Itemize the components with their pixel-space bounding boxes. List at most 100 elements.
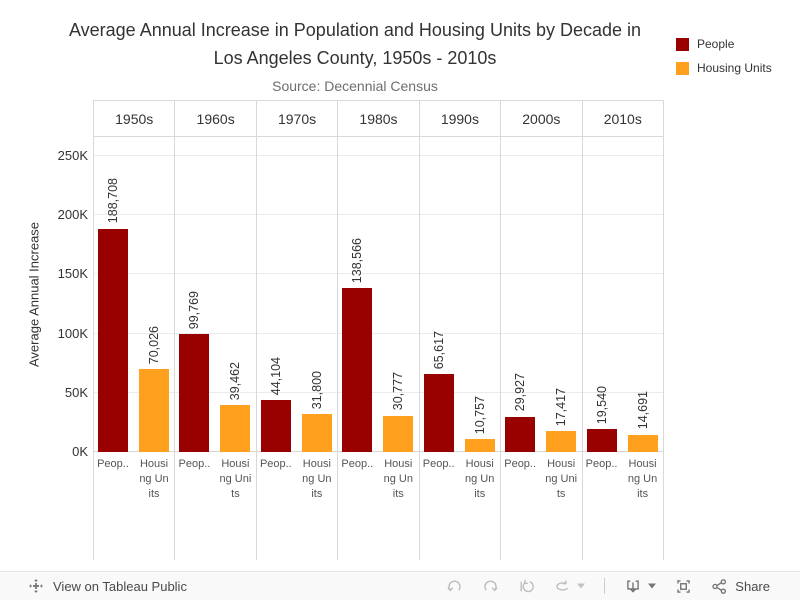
decade-x-labels: Peop.. Housi ng Un its	[583, 452, 663, 560]
decade-plot-area: 188,708 70,026	[94, 137, 174, 452]
x-label-housing-units: Housi ng Un its	[302, 458, 332, 500]
y-tick-label: 200K	[57, 207, 88, 223]
bar-value-label: 138,566	[350, 237, 365, 283]
people-bar-1950s[interactable]	[98, 228, 128, 452]
housing-bar-1970s[interactable]	[301, 414, 332, 452]
bar-value-label: 10,757	[472, 396, 487, 435]
housing-bar-2000s[interactable]	[546, 431, 577, 452]
decade-x-labels: Peop.. Housi ng Uni ts	[501, 452, 581, 560]
undo-button[interactable]	[446, 578, 463, 595]
housing-color-swatch	[676, 61, 689, 75]
toolbar-actions: Share	[446, 578, 770, 595]
decade-plot-area: 44,104 31,800	[257, 137, 337, 452]
y-tick-label: 50K	[64, 384, 88, 400]
y-tick-label: 100K	[57, 325, 88, 341]
gridline-0K	[93, 451, 663, 452]
redo-icon	[484, 580, 498, 591]
housing-bar-1950s[interactable]	[139, 369, 169, 452]
chart-title-line1: Average Annual Increase in Population an…	[68, 20, 642, 40]
decade-x-labels: Peop.. Housi ng Uni ts	[175, 452, 255, 560]
people-bar-1960s[interactable]	[179, 333, 210, 452]
download-options-button[interactable]	[648, 583, 657, 589]
decade-x-labels: Peop.. Housi ng Un its	[94, 452, 174, 560]
download-button[interactable]	[624, 578, 642, 595]
decade-plot-area: 29,927 17,417	[501, 137, 581, 452]
decade-plot-area: 138,566 30,777	[338, 137, 418, 452]
decade-x-labels: Peop.. Housi ng Un its	[257, 452, 337, 560]
undo-icon	[447, 580, 462, 591]
decade-plot-area: 99,769 39,462	[175, 137, 255, 452]
refresh-options-button[interactable]	[577, 583, 586, 589]
legend-item-people[interactable]: People	[676, 37, 772, 51]
y-tick-label: 150K	[57, 266, 88, 282]
people-bar-1980s[interactable]	[342, 287, 373, 452]
x-label-people: Peop..	[585, 458, 618, 470]
decade-column-1950s: 1950s 188,708 70,026 Peop.. Housi ng Un its	[94, 100, 176, 560]
fullscreen-button[interactable]	[675, 578, 692, 595]
legend-label-housing: Housing Units	[697, 61, 772, 75]
bar-value-label: 14,691	[635, 391, 650, 430]
chart-subtitle: Source: Decennial Census	[272, 78, 438, 94]
share-label: Share	[735, 578, 770, 594]
decade-header: 1970s	[256, 100, 338, 137]
decade-column-1970s: 1970s 44,104 31,800 Peop.. Housi ng Un its	[256, 100, 339, 560]
x-label-people: Peop..	[97, 458, 129, 470]
housing-bar-1960s[interactable]	[220, 405, 251, 452]
caret-down-icon	[577, 583, 586, 589]
y-axis-ticks: 0K 50K 100K 150K 200K 250K	[18, 137, 88, 459]
bar-value-label: 29,927	[513, 373, 528, 412]
bar-value-label: 39,462	[228, 362, 243, 401]
housing-bar-1980s[interactable]	[383, 415, 414, 452]
housing-bar-1990s[interactable]	[464, 439, 495, 452]
x-label-housing-units: Housi ng Uni ts	[219, 458, 252, 500]
x-label-people: Peop..	[178, 458, 211, 470]
decade-column-2000s: 2000s 29,927 17,417 Peop.. Housi ng Uni ts	[501, 100, 583, 560]
decade-column-1960s: 1960s 99,769 39,462 Peop.. Housi ng Uni ts	[175, 100, 257, 560]
legend: People Housing Units	[676, 37, 772, 85]
bar-value-label: 44,104	[268, 356, 283, 395]
reset-button[interactable]	[518, 578, 535, 595]
decade-plot-area: 65,617 10,757	[420, 137, 500, 452]
decade-header: 1980s	[338, 100, 419, 137]
view-on-tableau-public-label: View on Tableau Public	[53, 578, 187, 594]
refresh-icon	[556, 579, 569, 591]
plot-gridlines	[93, 137, 663, 452]
people-bar-2000s[interactable]	[505, 416, 536, 452]
bar-value-label: 19,540	[594, 385, 609, 424]
decade-header: 2000s	[501, 100, 582, 137]
housing-bar-2010s[interactable]	[627, 434, 658, 452]
x-label-people: Peop..	[259, 458, 292, 470]
bar-value-label: 188,708	[106, 178, 120, 224]
bar-value-label: 99,769	[187, 290, 202, 329]
share-button[interactable]: Share	[711, 578, 770, 595]
x-label-housing-units: Housi ng Un its	[627, 458, 658, 500]
caret-down-icon	[648, 583, 657, 589]
bar-value-label: 17,417	[554, 388, 569, 427]
decade-plot-area: 19,540 14,691	[583, 137, 663, 452]
people-bar-2010s[interactable]	[586, 428, 617, 452]
decade-column-1980s: 1980s 138,566 30,777 Peop.. Housi ng Un its	[338, 100, 420, 560]
people-bar-1990s[interactable]	[423, 374, 454, 452]
bar-value-label: 30,777	[391, 372, 406, 411]
decade-column-2010s: 2010s 19,540 14,691 Peop.. Housi ng Un its	[582, 100, 664, 560]
bottom-toolbar: View on Tableau Public	[0, 571, 800, 600]
tableau-logo-icon	[29, 579, 43, 593]
legend-item-housing[interactable]: Housing Units	[676, 61, 772, 75]
share-icon	[712, 578, 727, 594]
decade-header: 1990s	[419, 100, 501, 137]
decade-column-1990s: 1990s 65,617 10,757 Peop.. Housi ng Un its	[419, 100, 502, 560]
gridline-250K	[93, 155, 663, 156]
people-bar-1970s[interactable]	[260, 399, 291, 452]
bar-value-label: 31,800	[309, 371, 324, 410]
decade-header: 2010s	[582, 100, 663, 137]
bar-value-label: 65,617	[431, 331, 446, 370]
x-label-housing-units: Housi ng Uni ts	[545, 458, 578, 500]
redo-button[interactable]	[482, 578, 499, 595]
view-on-tableau-public-link[interactable]: View on Tableau Public	[28, 578, 187, 594]
gridline-150K	[93, 273, 663, 275]
x-label-housing-units: Housi ng Un its	[139, 458, 169, 500]
refresh-button[interactable]	[554, 578, 571, 595]
x-label-people: Peop..	[341, 458, 374, 470]
x-label-people: Peop..	[504, 458, 537, 470]
